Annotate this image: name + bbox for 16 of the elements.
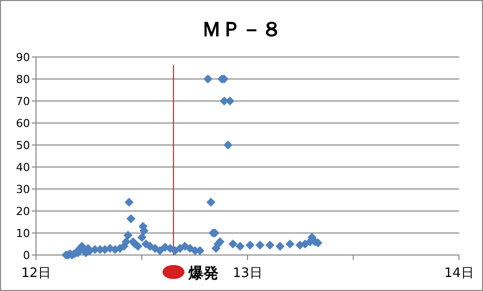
y-tick-label: 50	[16, 139, 30, 152]
y-tick-label: 60	[16, 117, 30, 130]
x-tick-label: 12日	[21, 266, 51, 281]
y-tick-label: 30	[16, 183, 30, 196]
x-tick-label: 13日	[232, 266, 262, 281]
y-tick-label: 20	[16, 205, 30, 218]
y-tick-label: 10	[16, 227, 30, 240]
legend-label: 爆発	[187, 264, 218, 282]
ref-line: 爆発	[162, 64, 218, 282]
y-tick-label: 40	[16, 161, 30, 174]
y-tick-label: 90	[16, 51, 30, 64]
y-tick-label: 0	[23, 249, 30, 262]
chart-title: ＭＰ－８	[202, 17, 282, 41]
x-tick-label: 14日	[444, 266, 474, 281]
y-tick-label: 80	[16, 73, 30, 86]
y-tick-label: 70	[16, 95, 30, 108]
